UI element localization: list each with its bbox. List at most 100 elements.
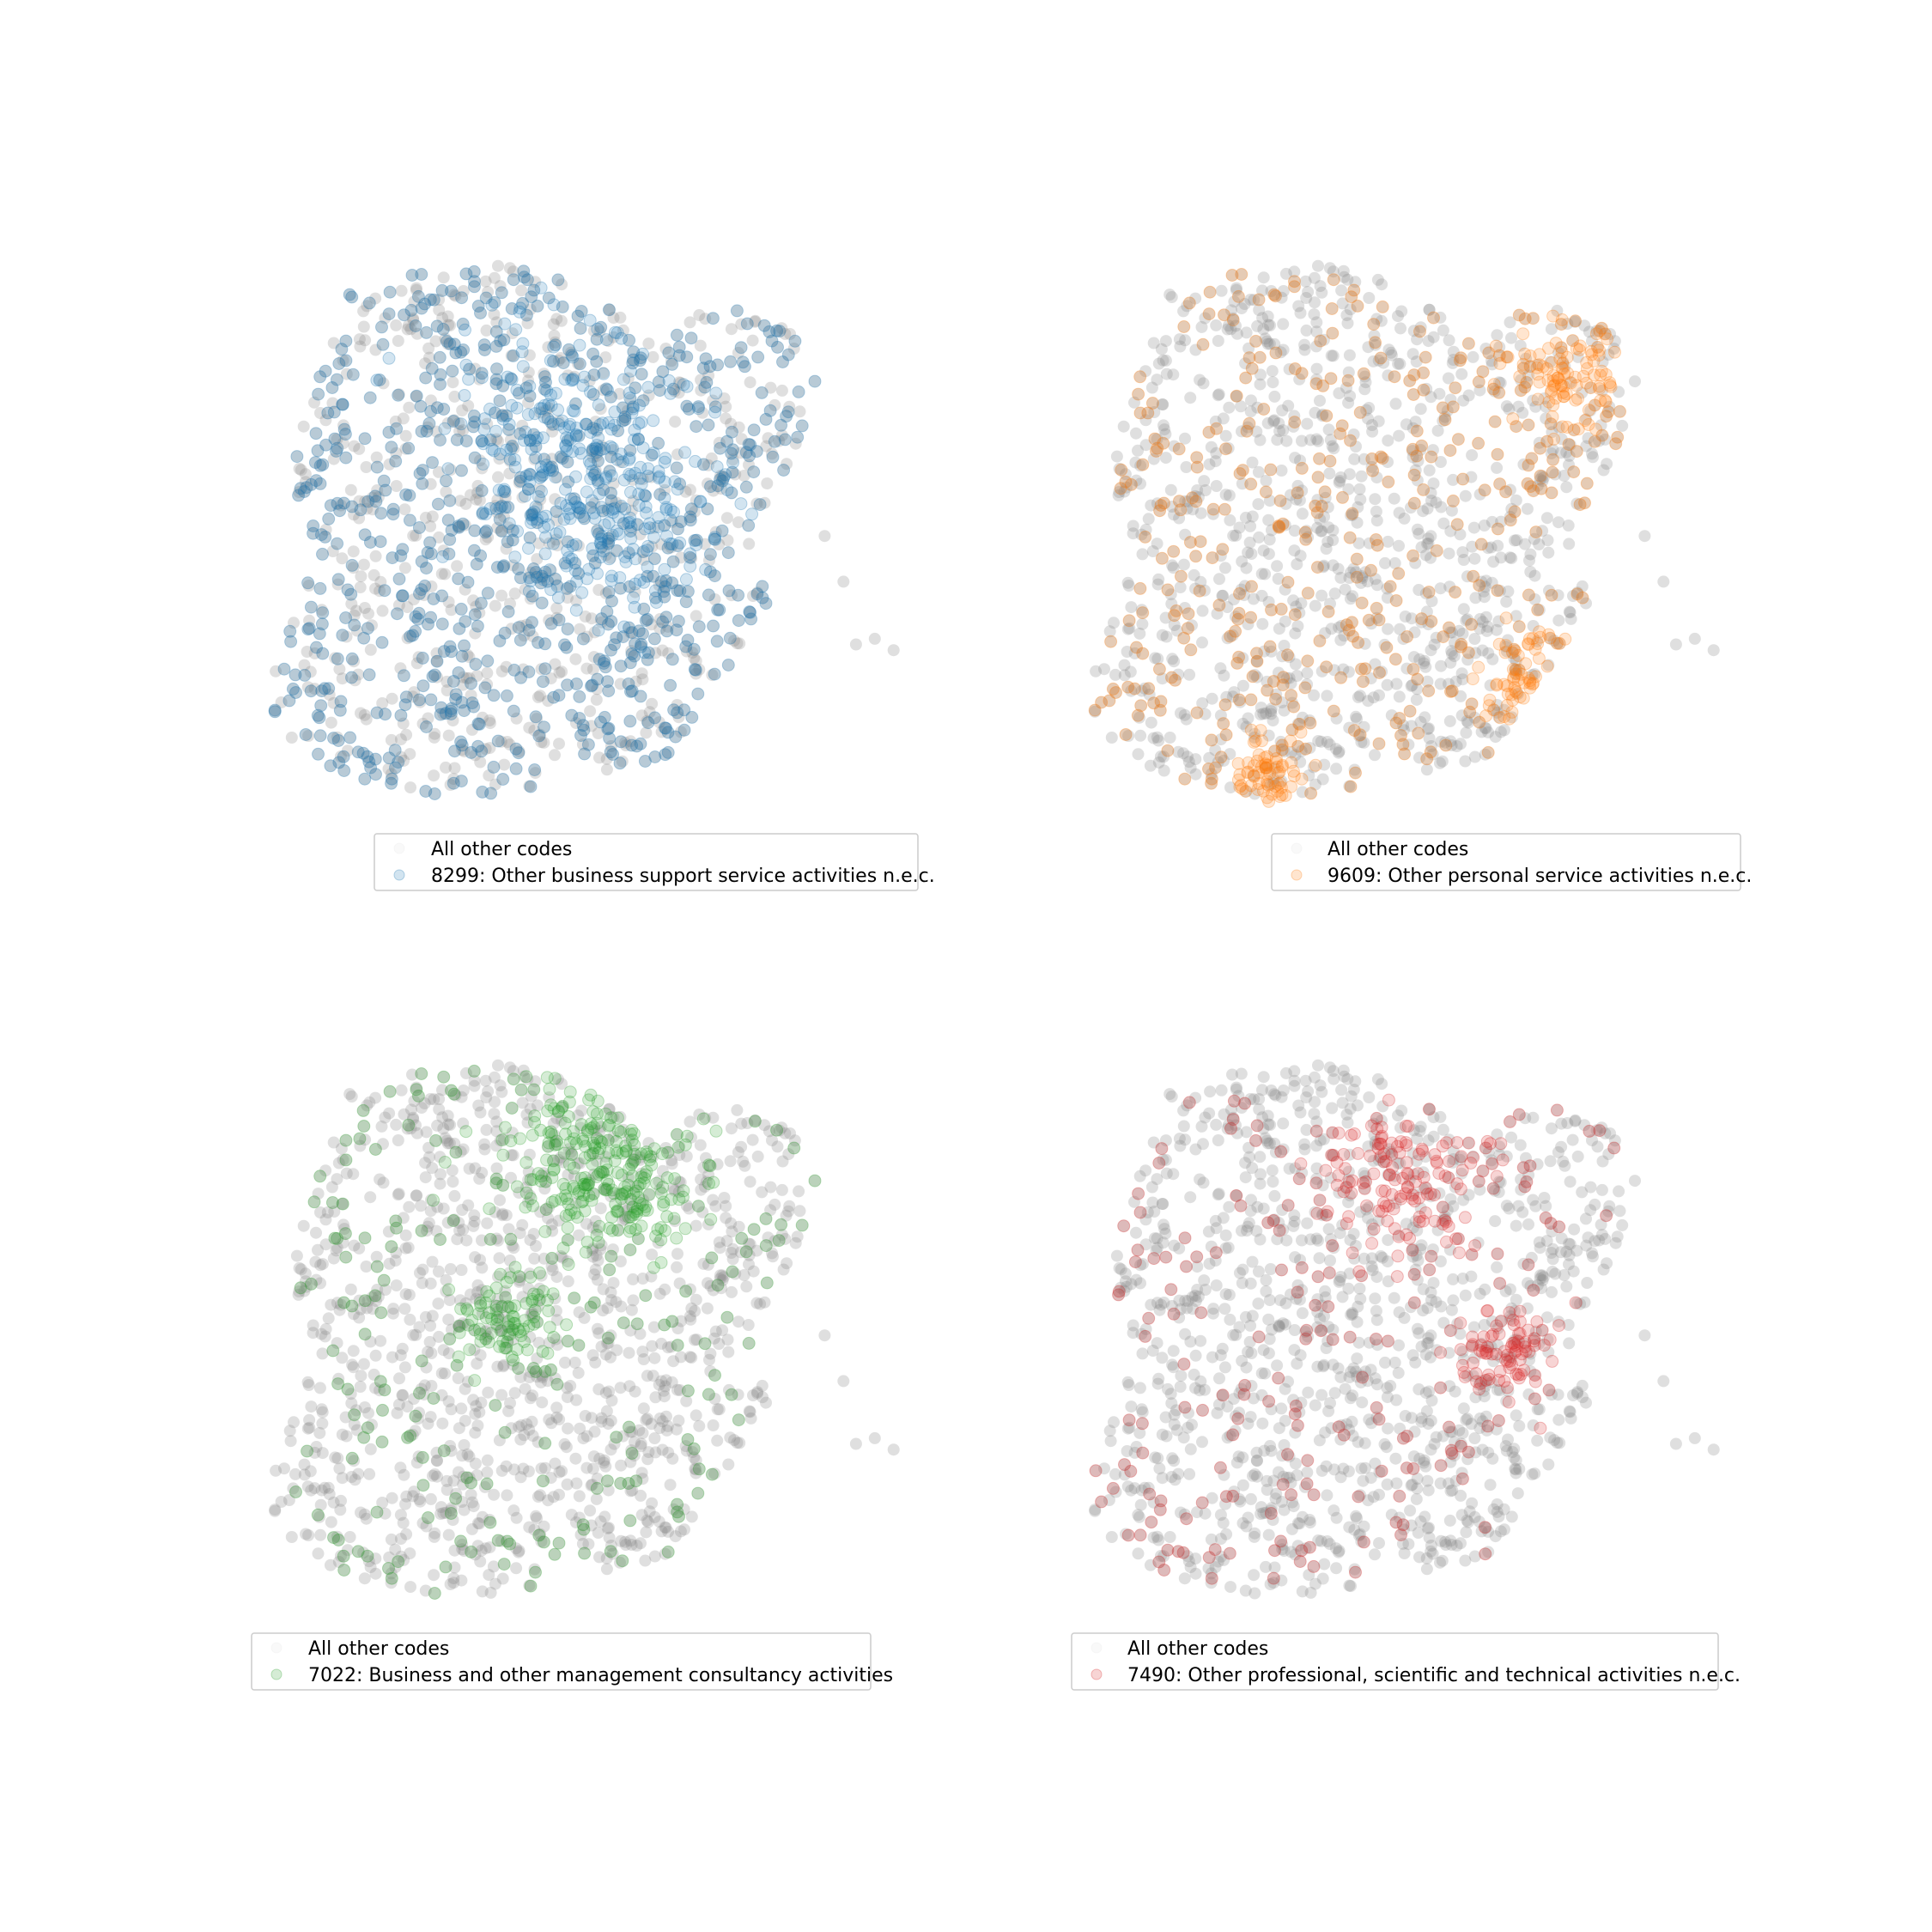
point-highlight [707,619,720,633]
point-other [603,303,616,316]
point-other [602,538,615,550]
point-highlight [1229,624,1242,638]
point-other [367,503,379,516]
point-other [416,1263,429,1276]
point-other [1174,581,1187,593]
point-other [494,335,507,348]
point-highlight [1088,703,1102,717]
point-highlight [1288,362,1302,375]
point-highlight [683,547,697,561]
point-highlight [1373,666,1386,679]
point-highlight [420,562,433,575]
point-highlight [1427,311,1440,325]
point-other [1289,627,1302,640]
point-other [407,529,420,542]
point-other [513,428,526,440]
point-other [354,340,367,353]
point-other [512,562,525,575]
point-other [573,690,586,703]
point-other [693,663,706,676]
point-highlight [1316,379,1330,392]
point-other [662,746,675,759]
point-highlight [1189,550,1203,563]
point-other [481,666,494,679]
point-highlight [1472,660,1485,674]
point-highlight [1313,452,1326,465]
point-other [1275,465,1288,477]
point-highlight [791,430,805,444]
point-highlight [597,657,611,670]
point-other [416,1102,428,1115]
point-other [600,1563,613,1576]
point-other [1425,495,1437,507]
point-other [492,471,504,483]
point-other [1163,289,1176,301]
point-other [1322,423,1335,436]
point-other [459,519,471,532]
point-highlight [1608,345,1621,359]
point-other [359,432,371,445]
point-highlight [1104,635,1118,648]
point-other [1144,759,1157,772]
point-other [532,691,544,703]
point-highlight [1398,747,1412,761]
point-highlight [691,402,705,416]
point-other [1256,617,1269,630]
point-highlight [1115,463,1128,477]
point-highlight [587,506,600,519]
point-other [751,1150,764,1163]
point-other [504,598,516,611]
point-highlight [390,422,404,435]
point-highlight [1205,733,1218,747]
point-highlight [385,440,398,454]
point-other [636,546,649,559]
point-highlight [1518,347,1532,361]
point-highlight [1186,491,1199,505]
point-highlight [324,499,337,513]
point-highlight [665,357,679,371]
point-other [685,1510,698,1523]
point-highlight [678,446,692,459]
point-other [501,690,513,702]
point-highlight [576,632,590,646]
point-highlight [333,703,347,717]
point-highlight [1287,700,1301,714]
point-other [1616,419,1629,432]
point-highlight [1526,312,1540,325]
point-other [481,678,494,690]
point-other [390,447,403,459]
point-highlight [1473,579,1486,592]
point-other [418,580,431,592]
point-highlight [505,373,519,386]
point-highlight [433,350,447,364]
point-other [591,333,604,346]
point-highlight [1301,586,1315,600]
point-other [319,531,331,544]
point-other [1422,335,1435,348]
point-highlight [1218,698,1232,712]
point-other [376,636,388,649]
point-highlight [1161,744,1175,757]
point-other [313,1426,326,1439]
point-other [359,334,372,347]
point-other [489,599,501,612]
point-highlight [584,385,597,398]
point-highlight [1410,449,1424,463]
point-highlight [632,416,646,430]
point-other [398,562,411,574]
point-other [357,320,370,333]
point-highlight [416,679,430,693]
point-other [353,333,366,346]
point-other [495,525,507,538]
point-highlight [475,744,489,758]
point-highlight [1249,334,1262,348]
point-highlight [312,387,325,401]
point-other [535,1462,548,1475]
point-highlight [480,524,494,538]
point-other [625,504,638,517]
point-highlight [1344,780,1358,793]
point-other [492,1059,504,1072]
point-other [1327,442,1340,455]
point-other [344,588,357,601]
point-highlight [568,563,582,577]
